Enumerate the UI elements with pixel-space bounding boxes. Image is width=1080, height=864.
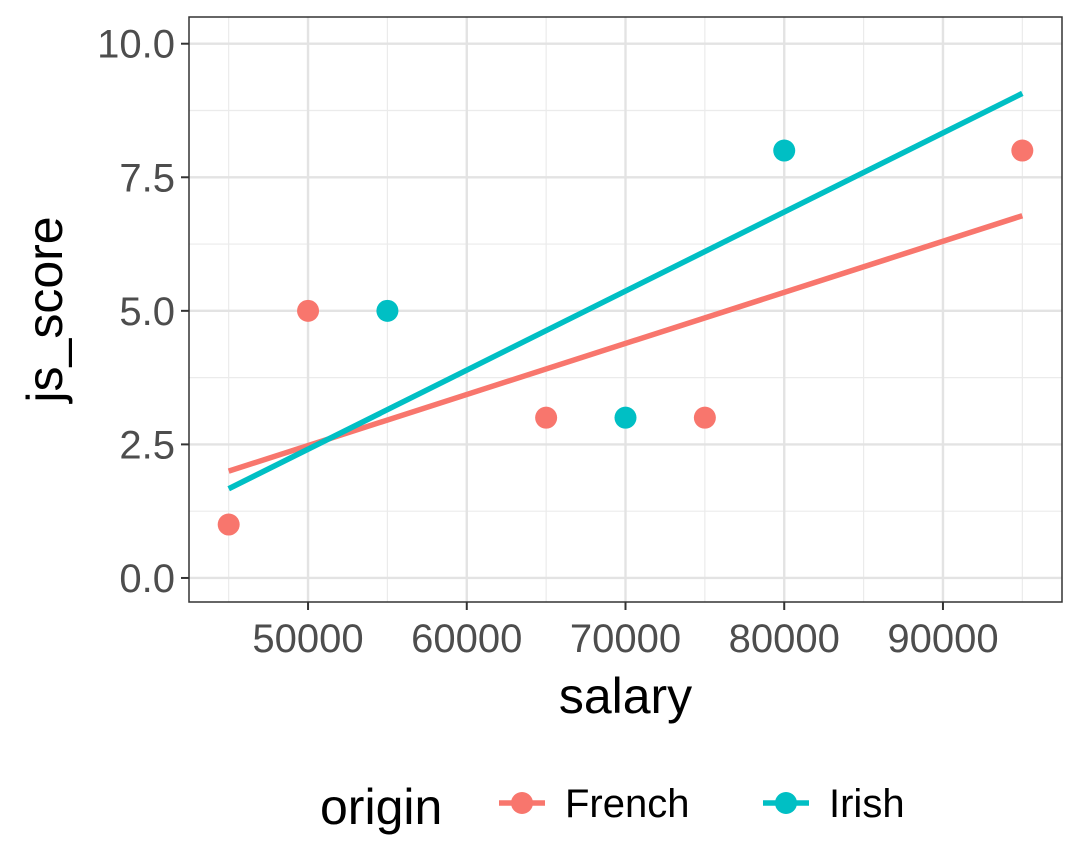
point-french <box>535 406 558 429</box>
y-tick-label: 10.0 <box>97 23 175 67</box>
point-french <box>1011 139 1034 162</box>
legend-key-point-french <box>511 792 533 814</box>
y-tick-label: 7.5 <box>119 156 175 200</box>
x-tick-label: 80000 <box>729 617 840 661</box>
y-axis-title: js_score <box>17 216 73 404</box>
x-axis-ticks: 50000 60000 70000 80000 90000 <box>252 602 999 661</box>
y-tick-label: 0.0 <box>119 557 175 601</box>
point-irish <box>773 139 796 162</box>
legend-label-french: French <box>565 782 690 826</box>
data-points <box>217 139 1034 536</box>
x-tick-label: 50000 <box>252 617 363 661</box>
point-french <box>297 299 320 322</box>
fit-lines <box>227 90 1024 492</box>
legend: origin French Irish <box>320 779 905 835</box>
point-french <box>693 406 716 429</box>
y-tick-label: 2.5 <box>119 423 175 467</box>
x-tick-label: 70000 <box>570 617 681 661</box>
point-irish <box>376 299 399 322</box>
legend-key-point-irish <box>775 792 797 814</box>
legend-label-irish: Irish <box>829 782 905 826</box>
x-axis-title: salary <box>559 668 692 724</box>
point-french <box>217 513 240 536</box>
x-tick-label: 60000 <box>411 617 522 661</box>
y-tick-label: 5.0 <box>119 290 175 334</box>
legend-title: origin <box>320 779 442 835</box>
y-axis-ticks: 0.0 2.5 5.0 7.5 10.0 <box>97 23 189 601</box>
fit-line-french <box>227 213 1024 474</box>
point-irish <box>614 406 637 429</box>
x-tick-label: 90000 <box>887 617 998 661</box>
fit-line-irish <box>227 90 1024 492</box>
